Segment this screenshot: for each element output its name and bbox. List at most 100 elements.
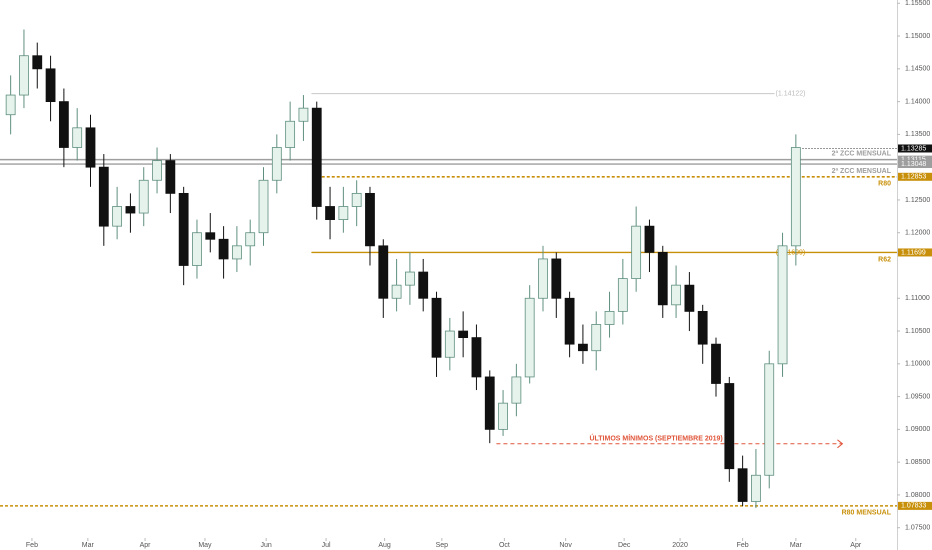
candle-body bbox=[724, 383, 735, 470]
candle-body bbox=[351, 192, 362, 207]
y-tick-label: 1.13500 bbox=[905, 131, 930, 138]
candle-body bbox=[165, 160, 176, 194]
candle-body bbox=[684, 284, 695, 312]
candle-body bbox=[604, 310, 615, 325]
level-label: R80 MENSUAL bbox=[842, 510, 892, 517]
level-price-box bbox=[898, 155, 932, 164]
candle-body bbox=[178, 192, 189, 266]
candle-body bbox=[591, 324, 602, 352]
candle-body bbox=[431, 297, 442, 358]
x-tick-label: 2020 bbox=[672, 542, 688, 549]
candle-body bbox=[285, 120, 296, 148]
candle-body bbox=[325, 206, 335, 221]
candle-body bbox=[564, 297, 575, 345]
level-label: R62 bbox=[878, 256, 891, 263]
x-tick-label: Feb bbox=[737, 542, 749, 549]
candle-body bbox=[125, 206, 136, 214]
candle-body bbox=[737, 468, 748, 502]
y-tick-label: 1.15000 bbox=[905, 33, 930, 40]
x-tick-label: Mar bbox=[790, 542, 803, 549]
candle-body bbox=[764, 363, 775, 476]
level-label: R80 bbox=[878, 181, 891, 188]
candle-body bbox=[205, 232, 216, 240]
candle-body bbox=[32, 55, 43, 70]
candle-body bbox=[790, 147, 801, 247]
x-tick-label: Jun bbox=[261, 542, 272, 549]
level-price-label: 1.13115 bbox=[901, 156, 926, 163]
annotation-arrow bbox=[837, 439, 844, 449]
candle-body bbox=[657, 251, 668, 306]
candle-body bbox=[777, 245, 788, 365]
x-tick-label: Apr bbox=[850, 542, 862, 549]
level-price-box bbox=[898, 172, 932, 181]
candle-body bbox=[538, 258, 548, 299]
candle-body bbox=[5, 94, 16, 116]
candle-body bbox=[245, 232, 256, 247]
level-price-box bbox=[898, 160, 932, 169]
level-price-label: 1.12853 bbox=[901, 174, 926, 181]
x-tick-label: Apr bbox=[140, 542, 152, 549]
y-tick-label: 1.11000 bbox=[905, 295, 930, 302]
candle-body bbox=[671, 284, 681, 306]
candle-body bbox=[471, 337, 482, 378]
y-tick-label: 1.09500 bbox=[905, 393, 930, 400]
level-price-label: 1.07833 bbox=[901, 503, 926, 510]
y-tick-label: 1.14500 bbox=[905, 66, 930, 73]
level-label: 2ª ZCC MENSUAL bbox=[832, 168, 892, 175]
y-tick-label: 1.07500 bbox=[905, 525, 930, 532]
candle-body bbox=[617, 278, 628, 312]
last-price-label: 1.13285 bbox=[901, 145, 926, 152]
x-tick-label: Aug bbox=[378, 542, 391, 549]
candle-body bbox=[311, 107, 322, 207]
candle-body bbox=[19, 55, 29, 96]
x-tick-label: Nov bbox=[559, 542, 572, 549]
candle-body bbox=[271, 147, 282, 181]
candle-body bbox=[697, 310, 708, 345]
last-price-box bbox=[898, 144, 932, 153]
level-price-label: 1.11699 bbox=[901, 249, 926, 256]
level-price-label: 1.13048 bbox=[901, 161, 926, 168]
level-label: 2ª ZCC MENSUAL bbox=[832, 150, 892, 157]
y-tick-label: 1.12000 bbox=[905, 230, 930, 237]
candle-body bbox=[72, 127, 83, 148]
y-tick-label: 1.09000 bbox=[905, 426, 930, 433]
candle-body bbox=[711, 343, 721, 384]
level-price-box bbox=[898, 248, 932, 257]
candle-body bbox=[218, 238, 229, 260]
candle-body bbox=[511, 376, 522, 404]
y-tick-label: 1.15500 bbox=[905, 0, 930, 7]
candle-body bbox=[391, 284, 402, 299]
x-tick-label: Jul bbox=[322, 542, 331, 549]
candle-body bbox=[338, 206, 349, 221]
candle-body bbox=[231, 245, 242, 260]
x-tick-label: Mar bbox=[82, 542, 95, 549]
y-tick-label: 1.10500 bbox=[905, 328, 930, 335]
candle-body bbox=[192, 232, 202, 266]
y-tick-label: 1.08000 bbox=[905, 492, 930, 499]
candle-body bbox=[405, 271, 415, 286]
x-tick-label: May bbox=[198, 542, 212, 549]
candle-body bbox=[152, 160, 162, 181]
y-tick-label: 1.14000 bbox=[905, 98, 930, 105]
candle-body bbox=[98, 166, 109, 227]
y-tick-label: 1.12500 bbox=[905, 197, 930, 204]
y-tick-label: 1.10000 bbox=[905, 361, 930, 368]
candle-body bbox=[578, 343, 588, 352]
candle-body bbox=[444, 330, 455, 358]
candle-body bbox=[112, 206, 123, 227]
candle-body bbox=[644, 225, 655, 253]
candle-body bbox=[524, 297, 535, 378]
y-tick-label: 1.08500 bbox=[905, 459, 930, 466]
x-tick-label: Feb bbox=[26, 542, 38, 549]
candle-body bbox=[58, 101, 69, 148]
candle-body bbox=[378, 245, 389, 299]
x-tick-label: Dec bbox=[618, 542, 631, 549]
candle-body bbox=[298, 107, 309, 122]
candle-body bbox=[484, 376, 495, 430]
candle-body bbox=[85, 127, 96, 168]
candle-body bbox=[258, 179, 269, 234]
candle-body bbox=[498, 402, 508, 430]
